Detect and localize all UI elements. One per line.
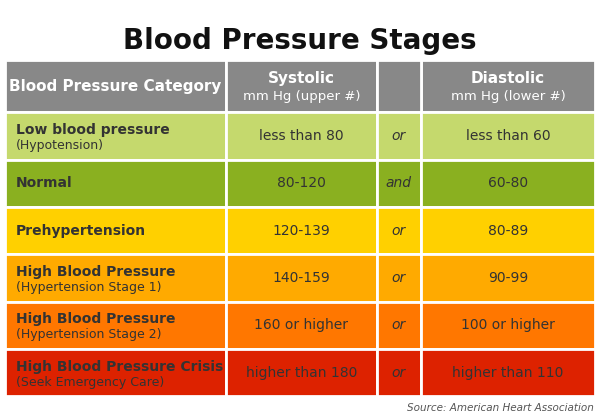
Bar [421,112,595,160]
Text: High Blood Pressure: High Blood Pressure [16,312,175,326]
Bar [5,112,226,160]
Bar [226,160,377,207]
Text: mm Hg (upper #): mm Hg (upper #) [243,90,360,103]
Text: (Seek Emergency Care): (Seek Emergency Care) [16,376,164,388]
Text: 80-89: 80-89 [488,224,528,238]
Bar [377,207,421,254]
Text: 160 or higher: 160 or higher [254,318,349,332]
Text: or: or [392,224,406,238]
Text: Prehypertension: Prehypertension [16,224,146,238]
Bar [5,160,226,207]
Text: (Hypertension Stage 1): (Hypertension Stage 1) [16,281,161,294]
Text: higher than 180: higher than 180 [246,366,357,380]
Bar [226,207,377,254]
Text: or: or [392,129,406,143]
Bar [377,60,421,112]
Text: 120-139: 120-139 [272,224,331,238]
Bar [226,112,377,160]
Text: mm Hg (lower #): mm Hg (lower #) [451,90,565,103]
Bar [5,254,226,302]
Bar [377,349,421,396]
Text: or: or [392,318,406,332]
Text: 90-99: 90-99 [488,271,528,285]
Text: Diastolic: Diastolic [471,71,545,86]
Text: Source: American Heart Association: Source: American Heart Association [407,403,594,413]
Text: 60-80: 60-80 [488,176,528,190]
Text: High Blood Pressure: High Blood Pressure [16,265,175,279]
Bar [377,160,421,207]
Bar [5,207,226,254]
Text: Systolic: Systolic [268,71,335,86]
Bar [421,302,595,349]
Bar [421,60,595,112]
Bar [421,349,595,396]
Text: less than 60: less than 60 [466,129,550,143]
Bar [226,60,377,112]
Bar [421,254,595,302]
Bar [226,349,377,396]
Text: (Hypotension): (Hypotension) [16,139,104,152]
Bar [377,60,421,112]
Text: 100 or higher: 100 or higher [461,318,555,332]
Text: Normal: Normal [16,176,73,190]
Bar [5,349,226,396]
Text: High Blood Pressure Crisis: High Blood Pressure Crisis [16,359,223,374]
Text: 140-159: 140-159 [272,271,331,285]
Bar [226,254,377,302]
Bar [5,302,226,349]
Bar [5,60,226,112]
Bar [377,112,421,160]
Text: 80-120: 80-120 [277,176,326,190]
Text: less than 80: less than 80 [259,129,344,143]
Bar [421,160,595,207]
Text: or: or [392,271,406,285]
Text: (Hypertension Stage 2): (Hypertension Stage 2) [16,328,161,341]
Text: and: and [386,176,412,190]
Text: Low blood pressure: Low blood pressure [16,123,170,137]
Text: Blood Pressure Category: Blood Pressure Category [10,79,221,94]
Bar [226,302,377,349]
Bar [377,254,421,302]
Text: higher than 110: higher than 110 [452,366,564,380]
Text: or: or [392,366,406,380]
Text: Blood Pressure Stages: Blood Pressure Stages [123,27,477,55]
Bar [421,207,595,254]
Bar [377,302,421,349]
